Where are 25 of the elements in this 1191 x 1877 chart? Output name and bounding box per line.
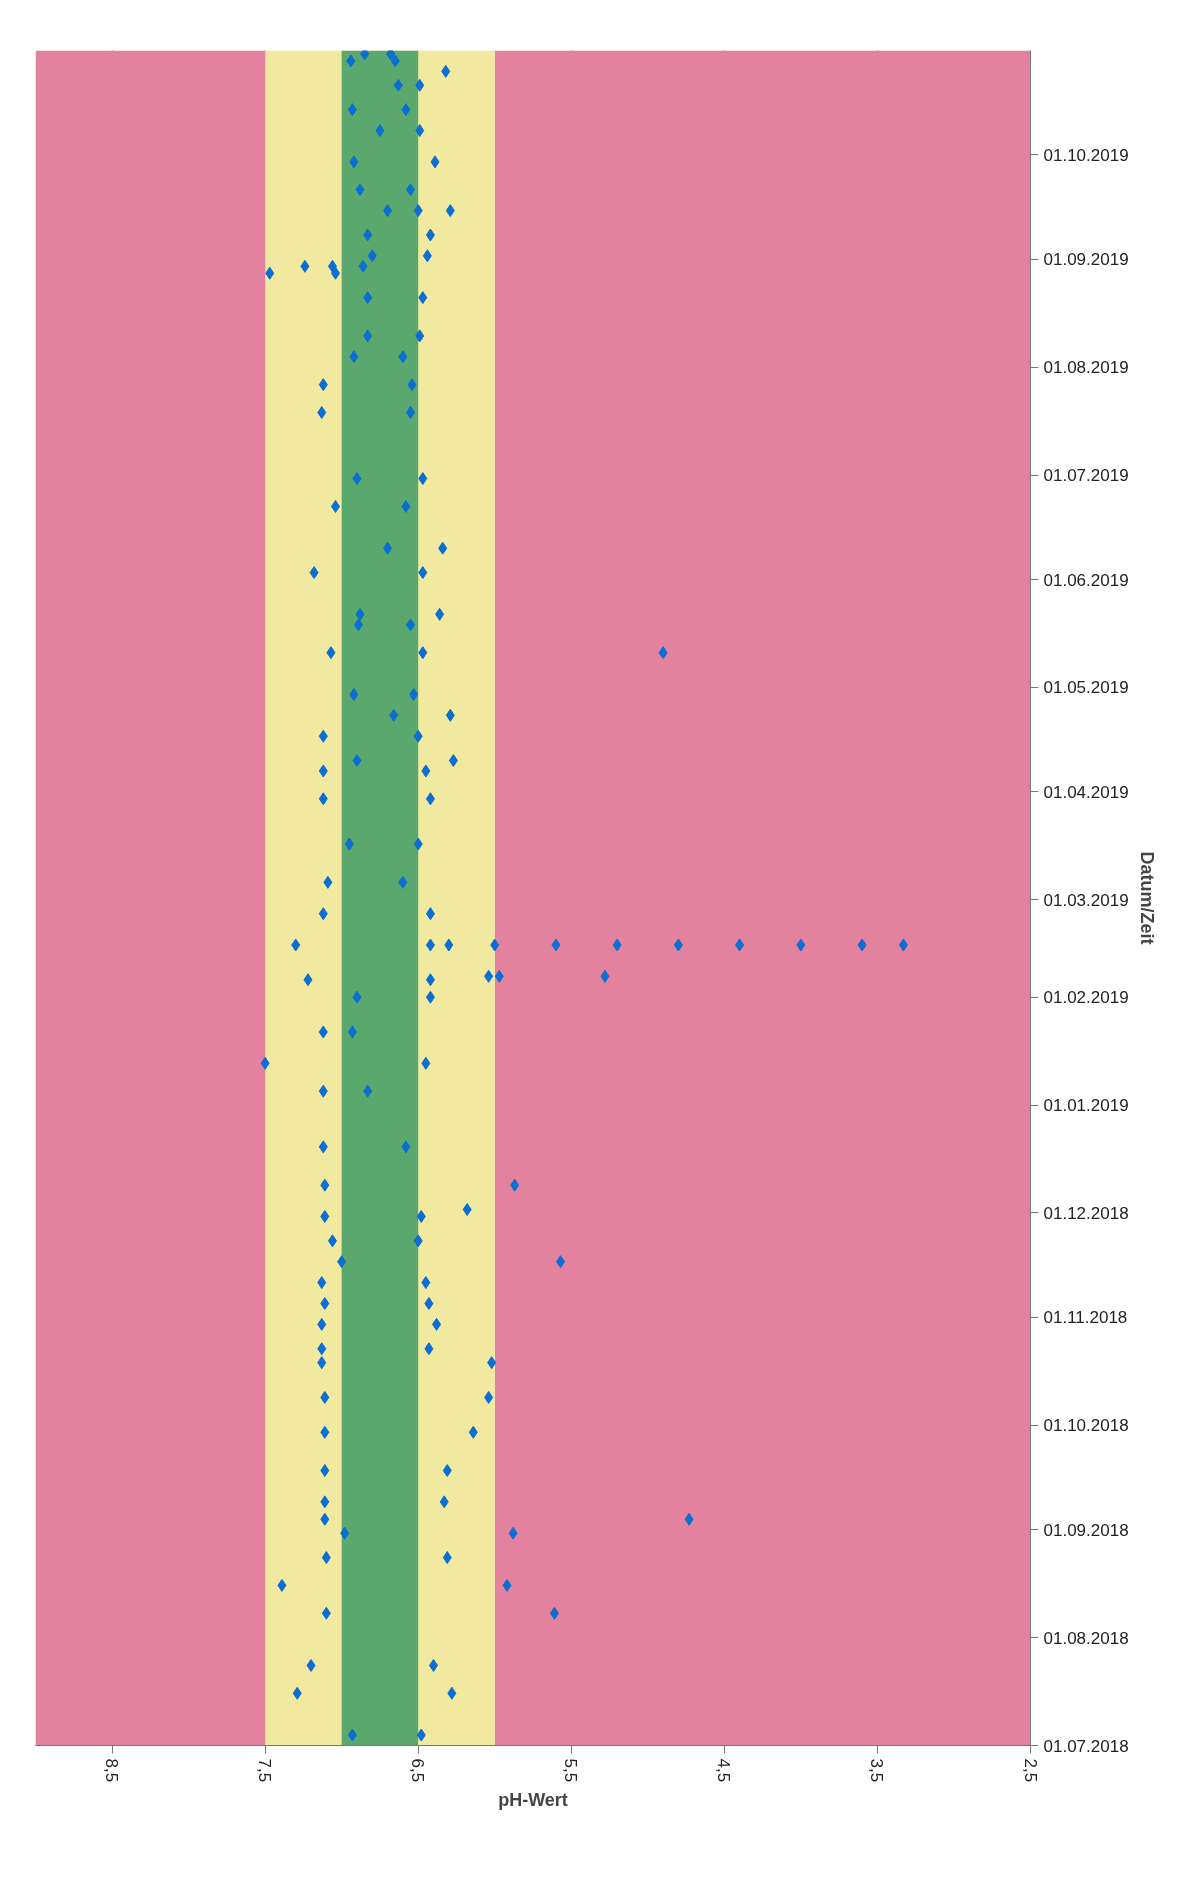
y-tick-label: 01.07.2019 bbox=[1043, 466, 1129, 486]
y-tick-label: 01.03.2019 bbox=[1043, 890, 1129, 910]
x-tick-label: 6,5 bbox=[408, 1758, 428, 1783]
x-tick-label: 7,5 bbox=[255, 1758, 275, 1783]
y-tick-label: 01.05.2019 bbox=[1043, 678, 1129, 698]
y-tick-label: 01.11.2018 bbox=[1043, 1308, 1128, 1328]
x-tick-label: 2,5 bbox=[1020, 1758, 1040, 1783]
y-tick-label: 01.09.2019 bbox=[1043, 250, 1129, 270]
x-tick-label: 3,5 bbox=[867, 1758, 887, 1783]
x-tick-label: 5,5 bbox=[561, 1758, 581, 1783]
y-tick-label: 01.10.2018 bbox=[1043, 1416, 1129, 1436]
y-tick-label: 01.12.2018 bbox=[1043, 1203, 1129, 1223]
y-tick-label: 01.07.2018 bbox=[1043, 1736, 1129, 1756]
y-axis-title: Datum/Zeit bbox=[1136, 851, 1157, 945]
y-tick-label: 01.08.2018 bbox=[1043, 1628, 1129, 1648]
y-tick-label: 01.10.2019 bbox=[1043, 145, 1129, 165]
y-tick-label: 01.06.2019 bbox=[1043, 570, 1129, 590]
y-tick-label: 01.04.2019 bbox=[1043, 782, 1129, 802]
y-tick-label: 01.09.2018 bbox=[1043, 1520, 1129, 1540]
x-tick-label: 8,5 bbox=[102, 1758, 122, 1783]
y-tick-label: 01.02.2019 bbox=[1043, 988, 1129, 1008]
y-tick-label: 01.08.2019 bbox=[1043, 358, 1129, 378]
x-axis-title: pH-Wert bbox=[498, 1790, 568, 1811]
y-tick-label: 01.01.2019 bbox=[1043, 1096, 1129, 1116]
x-tick-label: 4,5 bbox=[714, 1758, 734, 1783]
